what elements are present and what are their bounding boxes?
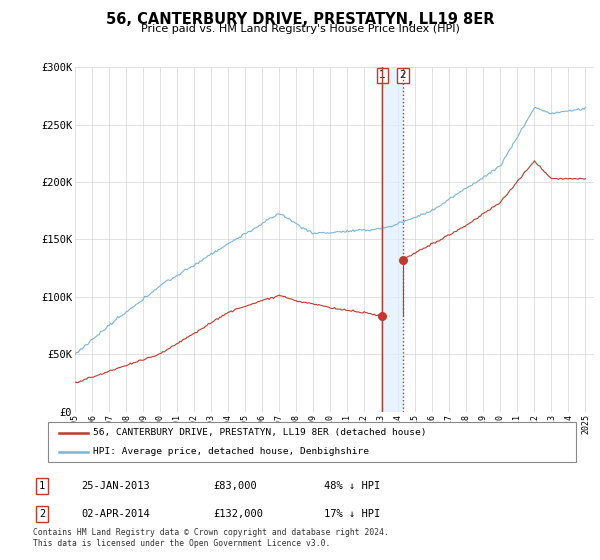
Text: Price paid vs. HM Land Registry's House Price Index (HPI): Price paid vs. HM Land Registry's House …	[140, 24, 460, 34]
Text: 02-APR-2014: 02-APR-2014	[81, 509, 150, 519]
Text: 56, CANTERBURY DRIVE, PRESTATYN, LL19 8ER (detached house): 56, CANTERBURY DRIVE, PRESTATYN, LL19 8E…	[93, 428, 427, 437]
Text: Contains HM Land Registry data © Crown copyright and database right 2024.
This d: Contains HM Land Registry data © Crown c…	[33, 528, 389, 548]
Text: 1: 1	[39, 481, 45, 491]
Text: 48% ↓ HPI: 48% ↓ HPI	[324, 481, 380, 491]
Point	[377, 312, 387, 321]
FancyBboxPatch shape	[48, 422, 576, 462]
Text: £83,000: £83,000	[213, 481, 257, 491]
Point	[398, 255, 408, 264]
Text: 25-JAN-2013: 25-JAN-2013	[81, 481, 150, 491]
Text: 17% ↓ HPI: 17% ↓ HPI	[324, 509, 380, 519]
Bar	[382, 67, 403, 412]
Text: 56, CANTERBURY DRIVE, PRESTATYN, LL19 8ER: 56, CANTERBURY DRIVE, PRESTATYN, LL19 8E…	[106, 12, 494, 27]
Text: £132,000: £132,000	[213, 509, 263, 519]
Text: 1: 1	[379, 70, 386, 80]
Text: 2: 2	[39, 509, 45, 519]
Text: HPI: Average price, detached house, Denbighshire: HPI: Average price, detached house, Denb…	[93, 447, 369, 456]
Text: 2: 2	[400, 70, 406, 80]
